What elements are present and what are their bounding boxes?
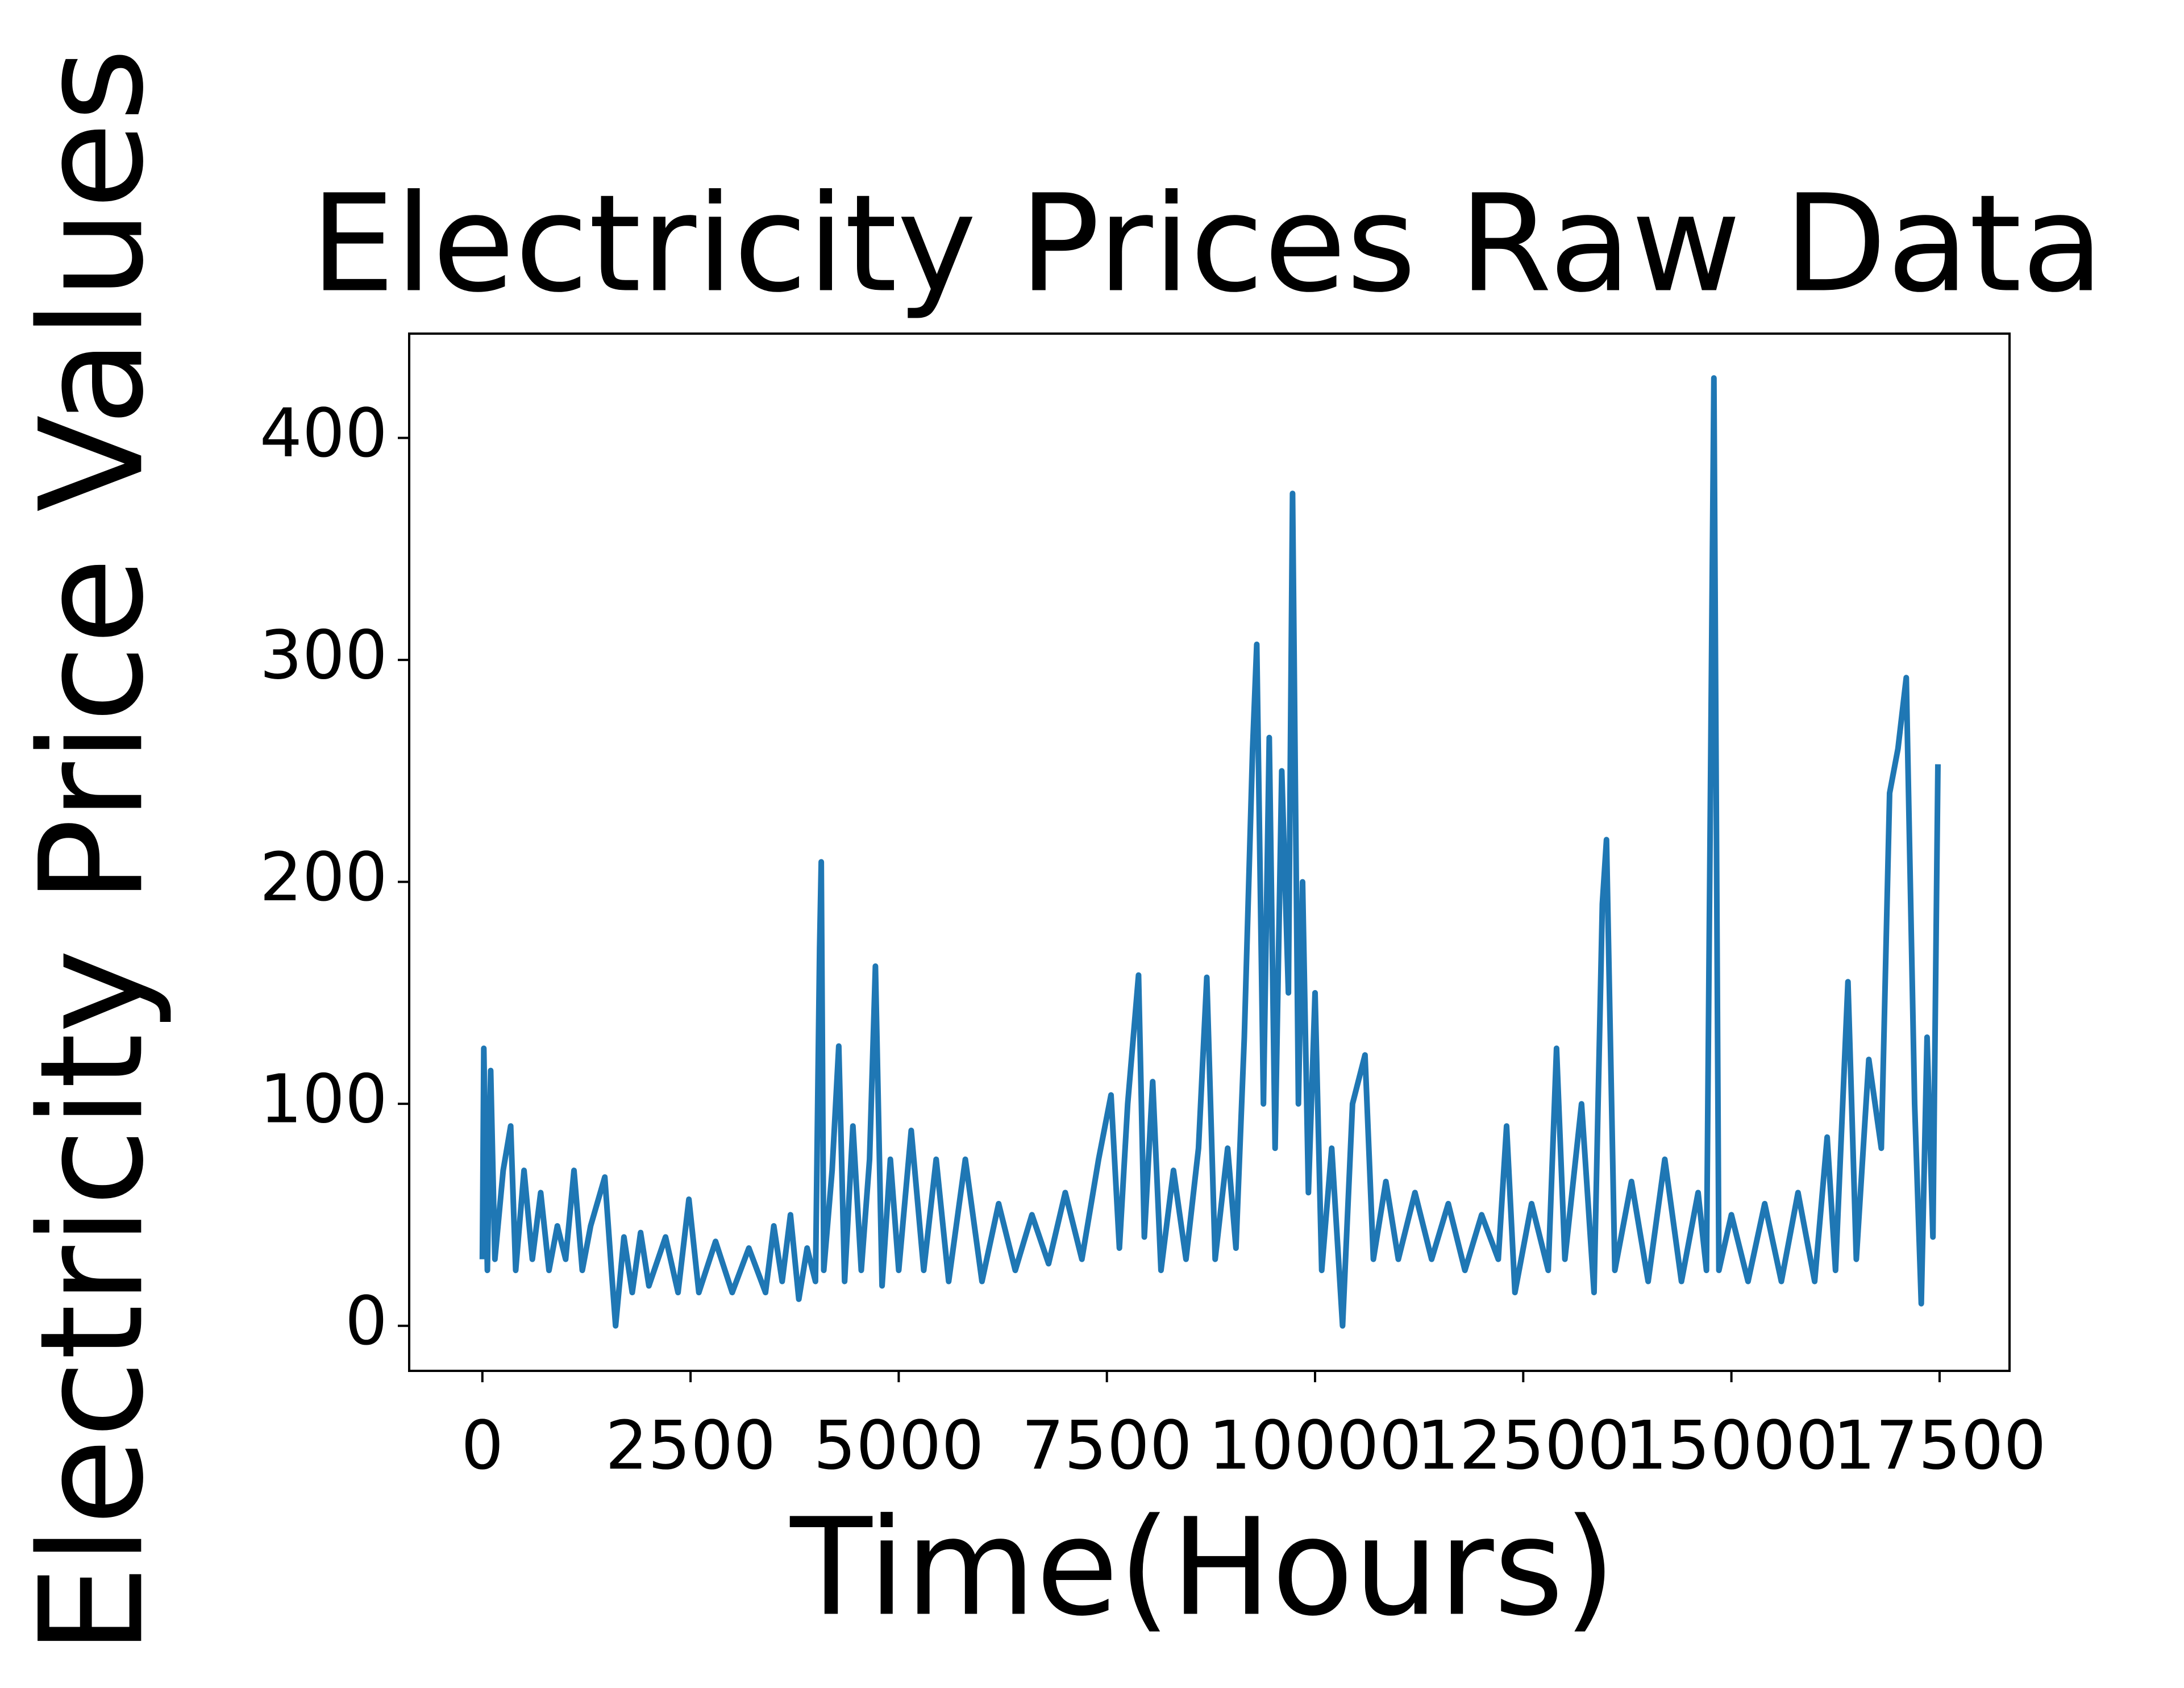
x-tick-label: 0 — [461, 1406, 504, 1485]
x-axis-label: Time(Hours) — [789, 1489, 1616, 1645]
x-tick-label: 7500 — [1022, 1406, 1192, 1485]
x-tick-label: 5000 — [813, 1406, 984, 1485]
x-tick-label: 17500 — [1833, 1406, 2046, 1485]
y-tick-label: 200 — [260, 838, 388, 916]
y-axis-label: Electricity Price Values — [9, 48, 174, 1654]
x-tick-label: 12500 — [1417, 1406, 1630, 1485]
x-tick-label: 10000 — [1208, 1406, 1421, 1485]
y-tick-label: 0 — [345, 1282, 388, 1360]
y-tick-label: 100 — [260, 1059, 388, 1138]
line — [479, 375, 1941, 1329]
x-tick-label: 15000 — [1625, 1406, 1838, 1485]
x-tick-label: 2500 — [605, 1406, 776, 1485]
chart-title: Electricity Prices Raw Data — [310, 165, 2104, 322]
y-tick-label: 400 — [260, 394, 388, 472]
y-tick-label: 300 — [260, 616, 388, 694]
plot-frame — [408, 332, 2011, 1372]
